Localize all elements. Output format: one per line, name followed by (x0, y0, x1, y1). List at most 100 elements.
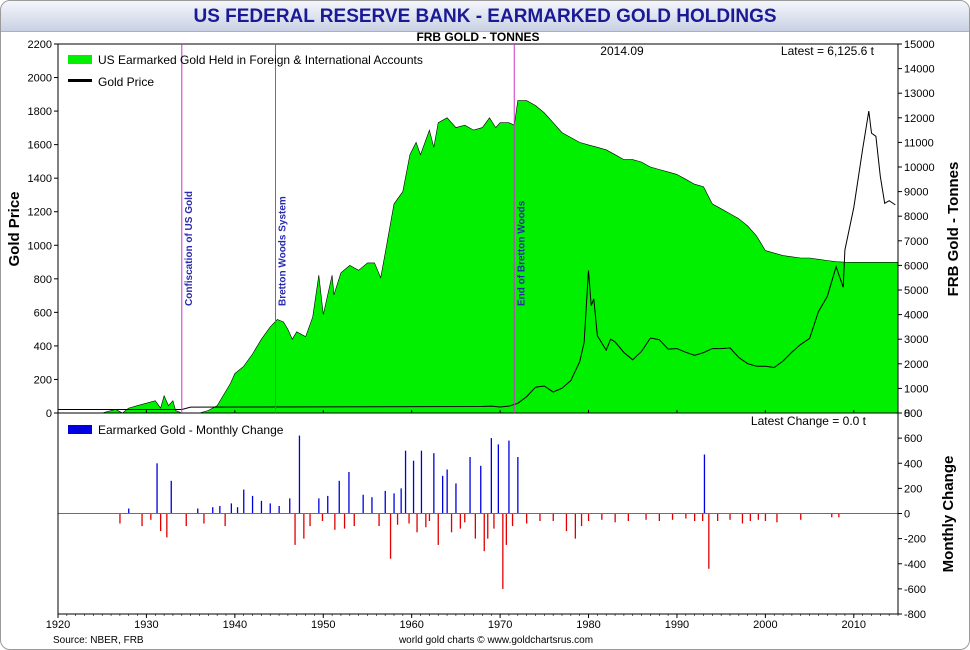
monthly-change-bar (230, 503, 232, 514)
monthly-change-bar (353, 513, 355, 527)
monthly-change-bar (539, 513, 541, 521)
legend-label-change: Earmarked Gold - Monthly Change (98, 423, 284, 437)
tick-label-left: 1600 (28, 140, 52, 152)
monthly-change-bar (160, 513, 162, 532)
tick-label-monthly: 0 (904, 509, 910, 521)
tick-label-right: 5000 (904, 285, 928, 297)
latest-change-label: Latest Change = 0.0 t (751, 414, 867, 428)
monthly-change-bar (416, 513, 418, 533)
tick-label-right: 6000 (904, 260, 928, 272)
tick-label-x: 1990 (665, 619, 689, 631)
y-axis-label-monthly: Monthly Change (940, 456, 957, 573)
credit-note: world gold charts © www.goldchartsrus.co… (398, 635, 593, 646)
monthly-change-bar (298, 435, 301, 514)
series-area-earmarked-gold (58, 100, 899, 414)
monthly-change-bar (614, 513, 616, 523)
monthly-change-bar (371, 497, 373, 514)
monthly-change-bar (487, 513, 489, 539)
monthly-change-bar (685, 513, 687, 519)
monthly-change-bar (318, 498, 320, 514)
monthly-change-bar (552, 513, 554, 521)
monthly-change-bar (450, 513, 453, 533)
tick-label-right: 3000 (904, 334, 928, 346)
tick-label-left: 2200 (28, 39, 52, 51)
legend-swatch-area (68, 55, 92, 64)
monthly-change-bar (446, 469, 448, 514)
monthly-change-bar (128, 508, 130, 514)
monthly-change-bar (420, 450, 423, 514)
monthly-change-bar (437, 513, 439, 545)
tick-label-monthly: 400 (904, 458, 922, 470)
tick-label-right: 9000 (904, 187, 928, 199)
monthly-change-bar (703, 454, 706, 514)
tick-label-right: 0 (904, 408, 910, 420)
tick-label-right: 11000 (904, 137, 934, 149)
monthly-change-bar (251, 495, 254, 514)
tick-label-monthly: 200 (904, 483, 922, 495)
monthly-change-bar (289, 498, 291, 514)
tick-label-left: 0 (46, 408, 52, 420)
monthly-change-bar (309, 513, 311, 527)
monthly-change-bar (150, 513, 152, 520)
monthly-change-bar (838, 513, 840, 518)
tick-label-x: 1950 (311, 619, 335, 631)
tick-label-x: 2010 (842, 619, 866, 631)
tick-label-left: 200 (34, 374, 52, 386)
monthly-change-bar (412, 460, 415, 514)
monthly-change-bar (170, 480, 172, 514)
latest-label: Latest = 6,125.6 t (781, 44, 875, 58)
monthly-change-bar (729, 513, 731, 520)
monthly-change-bar (338, 480, 340, 514)
source-note: Source: NBER, FRB (53, 635, 144, 646)
chart-subtitle: FRB GOLD - TONNES (416, 30, 539, 44)
event-label: Confiscation of US Gold (184, 191, 195, 306)
series-line-gold-price (58, 111, 896, 410)
monthly-change-bar (565, 513, 568, 532)
monthly-change-bar (348, 472, 350, 514)
monthly-change-bar (396, 513, 399, 525)
tick-label-monthly: 800 (904, 408, 922, 420)
monthly-change-bar (321, 513, 324, 521)
monthly-change-bar (197, 508, 199, 514)
monthly-change-bar (757, 513, 759, 520)
monthly-change-bar (442, 475, 444, 514)
tick-label-right: 4000 (904, 310, 928, 322)
monthly-change-bar (425, 513, 427, 528)
monthly-change-bar (671, 513, 674, 520)
monthly-change-bar (455, 483, 457, 514)
legend-swatch-change (68, 425, 92, 434)
monthly-change-bar (408, 513, 410, 524)
monthly-change-bar (362, 494, 364, 514)
monthly-change-bar (459, 513, 461, 529)
monthly-change-bar (393, 493, 395, 514)
monthly-change-bar (433, 453, 435, 514)
tick-label-x: 2000 (753, 619, 777, 631)
monthly-change-bar (741, 513, 744, 524)
monthly-change-bar (185, 513, 187, 527)
tick-label-left: 800 (34, 274, 52, 286)
monthly-change-bar (327, 495, 329, 514)
monthly-change-bar (343, 513, 346, 529)
monthly-change-bar (141, 513, 143, 527)
event-label: End of Bretton Woods (516, 200, 527, 306)
tick-label-left: 600 (34, 307, 52, 319)
monthly-change-bar (831, 513, 833, 518)
tick-label-right: 8000 (904, 211, 928, 223)
monthly-change-bar (404, 450, 407, 514)
chart-title: US FEDERAL RESERVE BANK - EARMARKED GOLD… (193, 6, 777, 27)
monthly-change-bar (303, 513, 305, 539)
monthly-change-bar (474, 513, 476, 539)
tick-label-right: 10000 (904, 162, 935, 174)
monthly-change-bar (505, 513, 507, 545)
tick-label-monthly: -800 (904, 609, 926, 621)
tick-label-left: 1800 (28, 106, 52, 118)
monthly-change-bar (480, 465, 482, 514)
monthly-change-bar (645, 513, 647, 520)
monthly-change-bar (658, 513, 660, 521)
monthly-change-bar (764, 513, 767, 521)
monthly-change-bar (717, 513, 719, 521)
monthly-change-bar (236, 507, 239, 514)
event-label: Bretton Woods System (278, 196, 289, 306)
legend-label-price: Gold Price (98, 75, 154, 89)
